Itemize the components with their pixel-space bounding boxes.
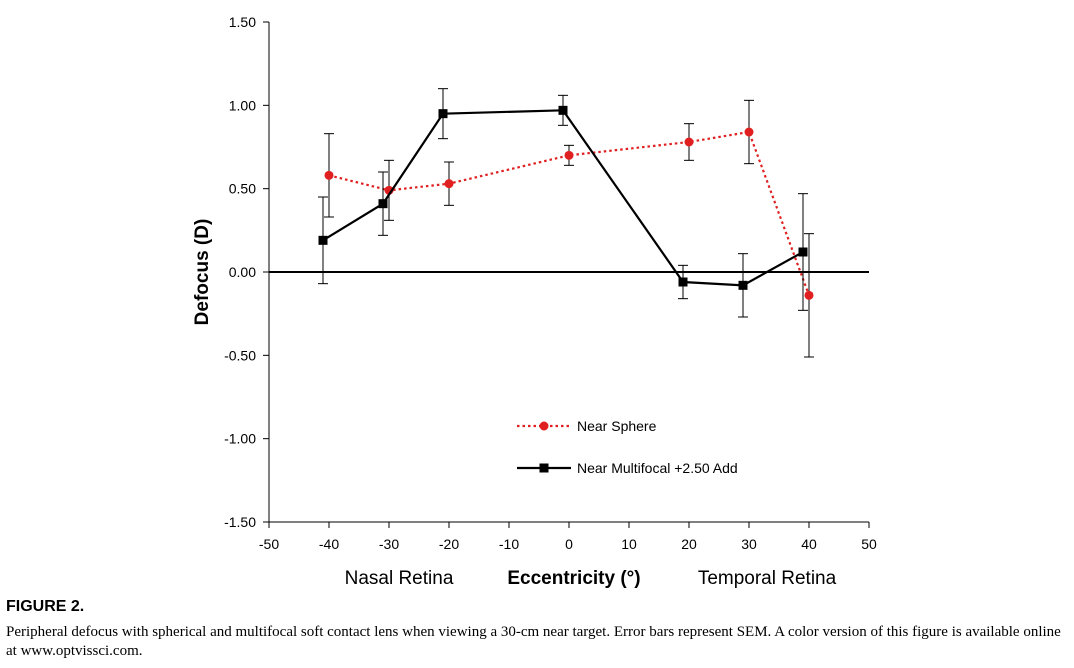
data-point [324, 170, 334, 180]
x-tick-label: -20 [439, 536, 459, 552]
series-near-sphere [324, 99, 814, 358]
x-tick-label: -30 [379, 536, 399, 552]
data-point [744, 127, 754, 137]
data-point [378, 199, 388, 209]
x-tick-label: -40 [319, 536, 339, 552]
x-tick-label: 40 [801, 536, 817, 552]
y-axis-label: Defocus (D) [192, 219, 213, 326]
x-tick-label: 30 [741, 536, 757, 552]
figure-caption: Peripheral defocus with spherical and mu… [6, 624, 1061, 659]
axes: -1.50 -1.00 -0.50 0.00 0.50 1.00 1.50 -50 -40 -30… [224, 14, 877, 552]
y-tick-label: -1.00 [224, 431, 256, 447]
defocus-chart: -1.50 -1.00 -0.50 0.00 0.50 1.00 1.50 -50 -40 -30… [192, 14, 877, 589]
data-point [558, 105, 568, 115]
figure-label: FIGURE 2. [6, 598, 85, 615]
x-axis-label-nasal: Nasal Retina [345, 568, 454, 589]
data-point [678, 277, 688, 287]
series-near-multifocal [318, 88, 808, 318]
y-tick-label: -1.50 [224, 514, 256, 530]
y-tick-label: 0.00 [229, 264, 256, 280]
data-point [318, 235, 328, 245]
y-tick-label: 1.00 [229, 97, 256, 113]
data-point [444, 179, 454, 189]
x-tick-label: 0 [565, 536, 573, 552]
y-tick-label: 1.50 [229, 14, 256, 30]
data-point [798, 247, 808, 257]
x-tick-label: -50 [259, 536, 279, 552]
data-point [738, 280, 748, 290]
x-tick-label: 20 [681, 536, 697, 552]
legend-near-sphere-marker [539, 421, 549, 431]
data-point [804, 290, 814, 300]
data-point [438, 109, 448, 119]
x-tick-label: -10 [499, 536, 519, 552]
y-tick-label: 0.50 [229, 181, 256, 197]
legend-multifocal-label: Near Multifocal +2.50 Add [577, 460, 738, 476]
data-point [564, 150, 574, 160]
y-tick-label: -0.50 [224, 347, 256, 363]
plot-area [318, 88, 814, 358]
legend-multifocal-marker [539, 463, 549, 473]
series-line [322, 109, 804, 287]
legend-near-sphere-label: Near Sphere [577, 418, 657, 434]
x-axis-label-temporal: Temporal Retina [698, 568, 837, 589]
legend: Near Sphere Near Multifocal +2.50 Add [517, 418, 738, 476]
data-point [684, 137, 694, 147]
x-tick-label: 50 [861, 536, 877, 552]
x-tick-label: 10 [621, 536, 637, 552]
x-axis-label: Eccentricity (°) [507, 568, 640, 589]
